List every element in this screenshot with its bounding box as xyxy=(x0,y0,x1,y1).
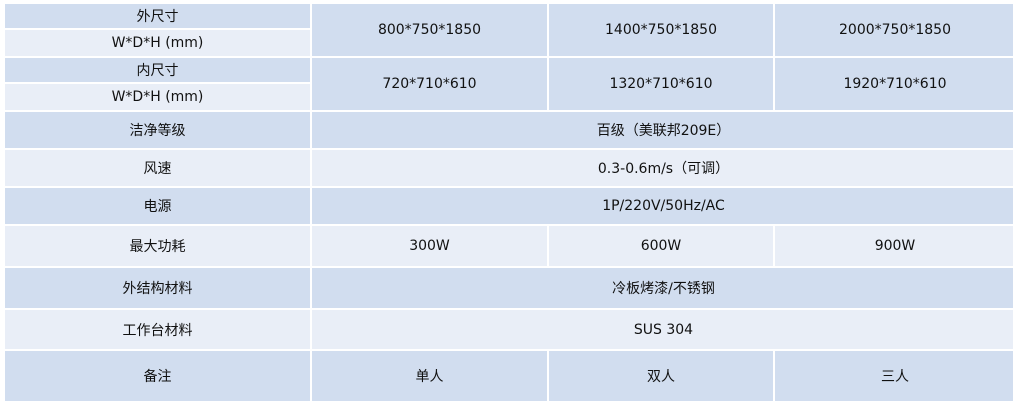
table-row: 外结构材料 冷板烤漆/不锈钢 xyxy=(3,266,1013,310)
cleanliness-value: 百级（美联邦209E） xyxy=(310,110,1013,150)
table-row: 洁净等级 百级（美联邦209E） xyxy=(3,110,1013,150)
air-speed-value: 0.3-0.6m/s（可调） xyxy=(310,148,1013,188)
inner-size-value: 720*710*610 xyxy=(310,56,549,112)
remarks-value: 单人 xyxy=(310,349,549,403)
outer-size-label: 外尺寸 xyxy=(3,2,312,30)
max-power-value: 900W xyxy=(773,224,1013,268)
table-row: 风速 0.3-0.6m/s（可调） xyxy=(3,148,1013,188)
inner-size-value: 1920*710*610 xyxy=(773,56,1013,112)
inner-size-label: 内尺寸 xyxy=(3,56,312,84)
table-row: 内尺寸 720*710*610 1320*710*610 1920*710*61… xyxy=(3,56,1013,112)
worktable-material-value: SUS 304 xyxy=(310,308,1013,351)
worktable-material-label: 工作台材料 xyxy=(3,308,312,351)
outer-size-value: 800*750*1850 xyxy=(310,2,549,58)
inner-size-value: 1320*710*610 xyxy=(547,56,775,112)
table-row: 外尺寸 800*750*1850 1400*750*1850 2000*750*… xyxy=(3,2,1013,58)
remarks-label: 备注 xyxy=(3,349,312,403)
outer-size-value: 2000*750*1850 xyxy=(773,2,1013,58)
outer-size-unit: W*D*H (mm) xyxy=(3,28,312,58)
table-row: 工作台材料 SUS 304 xyxy=(3,308,1013,351)
max-power-value: 300W xyxy=(310,224,549,268)
table-row: 备注 单人 双人 三人 xyxy=(3,349,1013,403)
inner-size-unit: W*D*H (mm) xyxy=(3,82,312,112)
cleanliness-label: 洁净等级 xyxy=(3,110,312,150)
remarks-value: 双人 xyxy=(547,349,775,403)
power-supply-value: 1P/220V/50Hz/AC xyxy=(310,186,1013,226)
air-speed-label: 风速 xyxy=(3,148,312,188)
table-row: 电源 1P/220V/50Hz/AC xyxy=(3,186,1013,226)
spec-table: 外尺寸 800*750*1850 1400*750*1850 2000*750*… xyxy=(3,2,1013,403)
remarks-value: 三人 xyxy=(773,349,1013,403)
power-supply-label: 电源 xyxy=(3,186,312,226)
table-row: W*D*H (mm) xyxy=(3,82,1013,112)
table-row: W*D*H (mm) xyxy=(3,28,1013,58)
outer-material-label: 外结构材料 xyxy=(3,266,312,310)
table-row: 最大功耗 300W 600W 900W xyxy=(3,224,1013,268)
outer-size-value: 1400*750*1850 xyxy=(547,2,775,58)
outer-material-value: 冷板烤漆/不锈钢 xyxy=(310,266,1013,310)
max-power-value: 600W xyxy=(547,224,775,268)
max-power-label: 最大功耗 xyxy=(3,224,312,268)
